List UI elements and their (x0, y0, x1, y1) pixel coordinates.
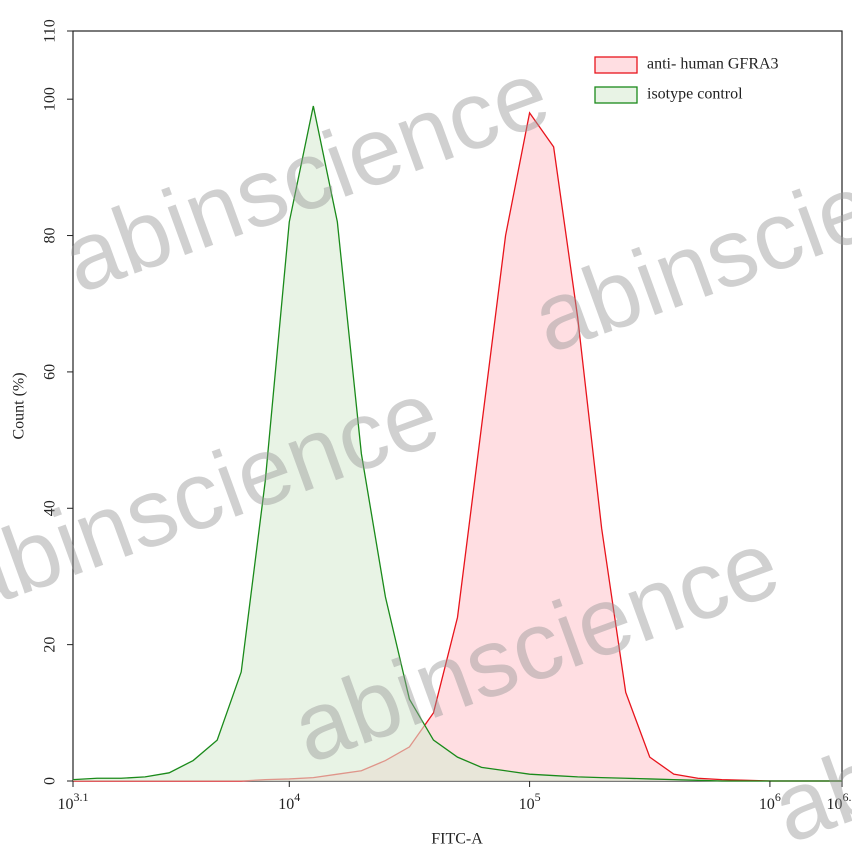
x-tick-label: 103.1 (58, 790, 89, 813)
legend-label: isotype control (647, 86, 743, 103)
y-axis-label: Count (%) (11, 372, 28, 439)
x-tick-base: 10 (519, 796, 535, 813)
x-tick-exponent: 4 (294, 790, 300, 804)
x-tick-base: 10 (58, 796, 74, 813)
x-tick-label: 106 (759, 790, 781, 813)
x-tick-exponent: 5 (535, 790, 541, 804)
legend-label: anti- human GFRA3 (647, 56, 779, 73)
watermark: abinscience (759, 590, 852, 856)
y-tick-label: 110 (42, 19, 59, 42)
legend-swatch (594, 86, 638, 104)
x-axis-label: FITC-A (431, 831, 483, 848)
y-tick-label: 20 (42, 637, 59, 653)
series-fill (73, 106, 842, 781)
x-tick-label: 104 (278, 790, 300, 813)
x-tick-exponent: 6.3 (843, 790, 852, 804)
y-tick-label: 100 (42, 87, 59, 111)
x-tick-exponent: 6 (775, 790, 781, 804)
x-tick-label: 105 (519, 790, 541, 813)
series-fill (73, 112, 842, 782)
y-tick-label: 40 (42, 500, 59, 516)
legend-swatch (594, 56, 638, 74)
y-tick-label: 60 (42, 364, 59, 380)
watermark: abinscience (519, 100, 852, 374)
series-line (72, 105, 842, 782)
x-tick-exponent: 3.1 (74, 790, 89, 804)
x-tick-base: 10 (827, 796, 843, 813)
x-tick-base: 10 (278, 796, 294, 813)
y-tick-label: 80 (42, 228, 59, 244)
x-tick-label: 106.3 (827, 790, 852, 813)
x-tick-base: 10 (759, 796, 775, 813)
y-tick-label: 0 (42, 777, 59, 785)
